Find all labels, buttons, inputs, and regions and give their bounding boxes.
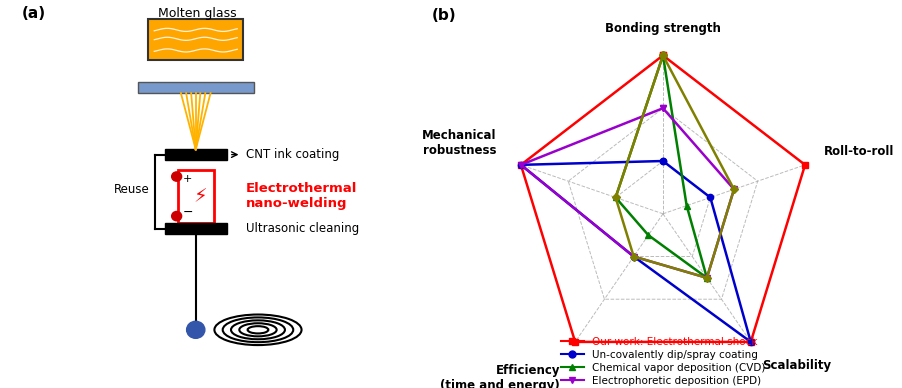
Covalently chemial grafting xyxy=(729,187,740,192)
Electrophoretic deposition (EPD) xyxy=(658,106,668,111)
FancyBboxPatch shape xyxy=(179,170,214,223)
Text: Reuse: Reuse xyxy=(115,183,150,196)
Chemical vapor deposition (CVD) xyxy=(658,53,668,58)
Line: Un-covalently dip/spray coating: Un-covalently dip/spray coating xyxy=(518,158,754,345)
Text: (b): (b) xyxy=(431,8,456,23)
Covalently chemial grafting xyxy=(658,53,668,58)
Chemical vapor deposition (CVD) xyxy=(643,233,654,237)
Text: (a): (a) xyxy=(22,6,46,21)
Chemical vapor deposition (CVD) xyxy=(702,275,713,280)
Our work: Electrothermal shock: (-0.951, 0.309): Electrothermal shock: (-0.951, 0.309) xyxy=(515,163,526,167)
Text: Scalability: Scalability xyxy=(762,359,832,372)
Text: Electrothermal
nano-welding: Electrothermal nano-welding xyxy=(245,182,357,210)
Chemical vapor deposition (CVD) xyxy=(658,53,668,58)
Covalently chemial grafting xyxy=(629,254,640,259)
Circle shape xyxy=(171,211,181,221)
Our work: Electrothermal shock: (6.12e-17, 1): Electrothermal shock: (6.12e-17, 1) xyxy=(658,53,668,58)
Text: ⚡: ⚡ xyxy=(193,187,207,206)
Covalently chemial grafting xyxy=(658,53,668,58)
FancyBboxPatch shape xyxy=(165,149,227,160)
Electrophoretic deposition (EPD) xyxy=(629,254,640,259)
FancyBboxPatch shape xyxy=(138,82,253,93)
Line: Our work: Electrothermal shock: Our work: Electrothermal shock xyxy=(518,52,808,345)
Text: Roll-to-roll: Roll-to-roll xyxy=(824,146,894,158)
Circle shape xyxy=(187,321,205,338)
Text: Mechanical
robustness: Mechanical robustness xyxy=(422,128,497,156)
Line: Chemical vapor deposition (CVD): Chemical vapor deposition (CVD) xyxy=(612,52,710,281)
Text: −: − xyxy=(183,205,193,218)
Chemical vapor deposition (CVD) xyxy=(610,195,621,200)
Electrophoretic deposition (EPD) xyxy=(729,187,740,192)
Text: Molten glass: Molten glass xyxy=(159,7,237,20)
Un-covalently dip/spray coating xyxy=(658,159,668,163)
Line: Electrophoretic deposition (EPD): Electrophoretic deposition (EPD) xyxy=(518,105,737,281)
Text: Bonding strength: Bonding strength xyxy=(605,22,721,35)
Our work: Electrothermal shock: (0.951, 0.309): Electrothermal shock: (0.951, 0.309) xyxy=(800,163,811,167)
Un-covalently dip/spray coating xyxy=(658,159,668,163)
Text: Efficiency
(time and energy): Efficiency (time and energy) xyxy=(440,364,560,388)
Covalently chemial grafting xyxy=(610,195,621,200)
Un-covalently dip/spray coating xyxy=(629,254,640,259)
Text: +: + xyxy=(183,174,192,184)
Legend: Our work: Electrothermal shock, Un-covalently dip/spray coating, Chemical vapor : Our work: Electrothermal shock, Un-coval… xyxy=(557,333,769,388)
Un-covalently dip/spray coating xyxy=(515,163,526,167)
Chemical vapor deposition (CVD) xyxy=(681,203,692,208)
Our work: Electrothermal shock: (-0.588, -0.809): Electrothermal shock: (-0.588, -0.809) xyxy=(570,340,581,344)
Our work: Electrothermal shock: (0.588, -0.809): Electrothermal shock: (0.588, -0.809) xyxy=(745,340,756,344)
FancyBboxPatch shape xyxy=(148,19,244,60)
Circle shape xyxy=(171,172,181,181)
Text: Ultrasonic cleaning: Ultrasonic cleaning xyxy=(245,222,359,235)
Covalently chemial grafting xyxy=(702,275,713,280)
Line: Covalently chemial grafting: Covalently chemial grafting xyxy=(612,52,737,281)
Text: CNT ink coating: CNT ink coating xyxy=(245,148,339,161)
Electrophoretic deposition (EPD) xyxy=(702,275,713,280)
FancyBboxPatch shape xyxy=(165,223,227,234)
Electrophoretic deposition (EPD) xyxy=(658,106,668,111)
Our work: Electrothermal shock: (6.12e-17, 1): Electrothermal shock: (6.12e-17, 1) xyxy=(658,53,668,58)
Un-covalently dip/spray coating xyxy=(745,340,756,344)
Un-covalently dip/spray coating xyxy=(705,195,716,200)
Electrophoretic deposition (EPD) xyxy=(515,163,526,167)
